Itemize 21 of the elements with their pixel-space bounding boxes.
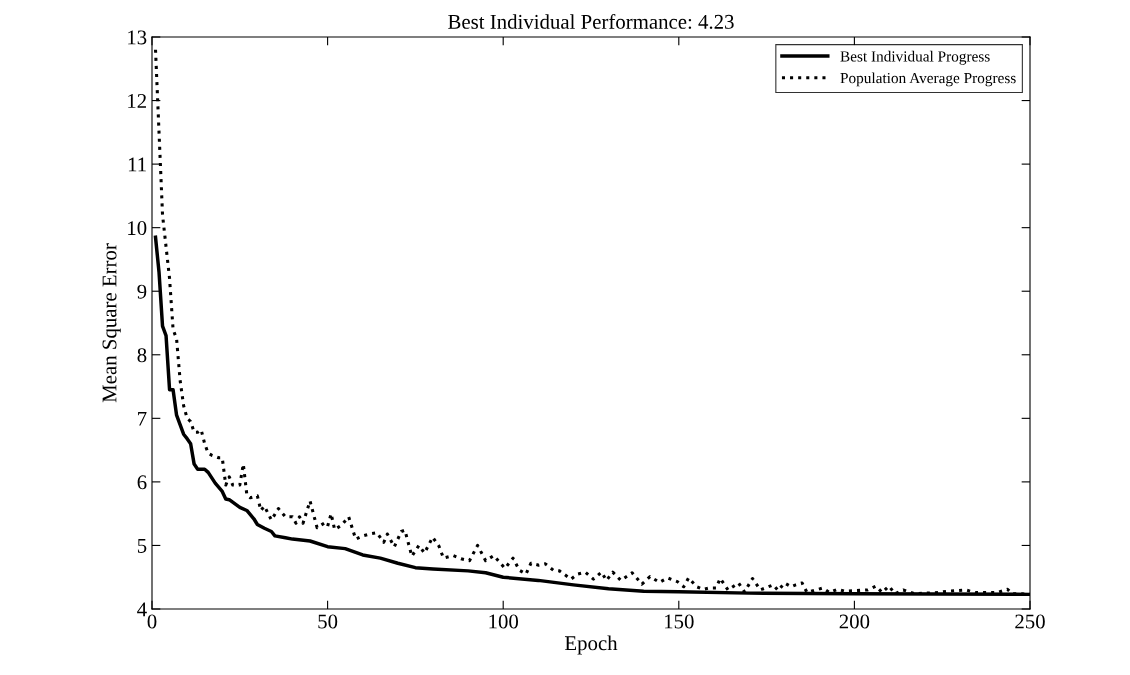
- y-tick-label: 4: [137, 602, 147, 617]
- y-axis-title: Mean Square Error: [102, 243, 121, 403]
- x-tick-label: 0: [147, 614, 157, 629]
- chart-title: Best Individual Performance: 4.23: [448, 14, 734, 29]
- y-tick-label: 7: [138, 411, 147, 426]
- x-tick-label: 50: [318, 614, 338, 629]
- y-tick-label: 13: [128, 30, 147, 45]
- y-tick-label: 6: [137, 475, 147, 490]
- x-tick-label: 250: [1015, 614, 1045, 629]
- y-tick-label: 10: [128, 221, 147, 236]
- x-tick-label: 100: [489, 614, 519, 629]
- legend-label: Population Average Progress: [840, 72, 1016, 87]
- x-tick-label: 150: [665, 614, 694, 629]
- x-tick-label: 200: [839, 614, 870, 629]
- y-tick-label: 11: [128, 157, 146, 172]
- y-tick-label: 8: [137, 348, 147, 363]
- x-axis-title: Epoch: [564, 635, 618, 655]
- y-tick-label: 5: [137, 539, 147, 553]
- y-tick-label: 9: [137, 284, 147, 299]
- legend-label: Best Individual Progress: [840, 50, 990, 65]
- y-tick-label: 12: [128, 93, 146, 108]
